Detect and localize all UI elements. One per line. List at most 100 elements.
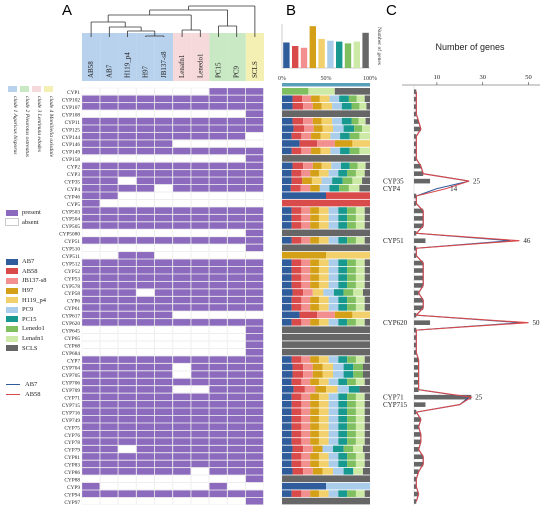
heatmap-cell	[209, 385, 228, 393]
heatmap-cell	[209, 415, 228, 423]
heatmap-cell	[172, 259, 191, 267]
heatmap-cell	[209, 363, 228, 371]
heatmap-cell	[245, 177, 264, 185]
stack-segment	[364, 400, 370, 408]
heatmap-cell	[227, 333, 246, 341]
heatmap-cell	[227, 311, 246, 319]
heatmap-cell	[191, 139, 209, 148]
heatmap-cell	[136, 169, 155, 177]
clade-legend: clade 1 Agaricus bisporus clade 2 Pleurot…	[8, 86, 54, 158]
heatmap-cell	[172, 452, 191, 461]
stack-segment	[310, 430, 319, 438]
heatmap-cell	[118, 236, 137, 244]
stack-segment	[362, 371, 370, 378]
heatmap-cell	[172, 348, 191, 356]
family-label: CYP81	[64, 455, 80, 461]
heatmap-cell	[100, 497, 118, 505]
heatmap-cell	[172, 303, 191, 312]
scls-count-bar	[414, 402, 426, 407]
total-genes-bar	[362, 32, 369, 68]
family-label: CYP2	[67, 165, 80, 171]
stack-segment	[328, 169, 339, 177]
heatmap-cell	[100, 221, 118, 230]
stack-segment	[364, 266, 370, 274]
heatmap-cell	[118, 207, 137, 215]
heatmap-cell	[154, 356, 173, 364]
heatmap-cell	[100, 356, 118, 364]
line-legend-item: AB7	[6, 380, 41, 390]
heatmap-cell	[172, 236, 191, 244]
stack-segment	[282, 259, 292, 266]
heatmap-cell	[100, 341, 118, 349]
stack-segment	[301, 274, 311, 281]
stack-segment	[291, 237, 302, 244]
stack-segment	[328, 393, 339, 401]
heatmap-cell	[209, 333, 228, 341]
heatmap-cell	[136, 311, 155, 319]
scls-count-bar	[414, 298, 424, 303]
heatmap-cell	[118, 318, 137, 326]
stack-segment	[301, 378, 311, 386]
stack-segment	[282, 475, 370, 483]
stack-segment	[312, 445, 323, 453]
heatmap-cell	[136, 356, 155, 364]
stack-segment	[322, 363, 334, 371]
heatmap-cell	[191, 460, 209, 468]
heatmap-cell	[154, 207, 173, 215]
stack-segment	[303, 102, 313, 110]
heatmap-cell	[245, 482, 264, 490]
heatmap-cell	[100, 87, 118, 95]
heatmap-cell	[100, 132, 118, 140]
heatmap-cell	[154, 393, 173, 401]
strain-header-label: PC9	[233, 65, 241, 78]
heatmap-cell	[191, 154, 209, 163]
stack-segment	[290, 184, 301, 192]
heatmap-cell	[172, 467, 191, 475]
heatmap-cell	[154, 482, 173, 490]
heatmap-cell	[136, 184, 155, 192]
family-label: CYP102	[62, 98, 81, 104]
heatmap-cell	[136, 445, 155, 453]
family-label: CYP645	[62, 328, 81, 334]
stack-segment	[355, 318, 365, 326]
stack-segment	[339, 184, 349, 192]
family-label: CYP75	[64, 425, 80, 431]
heatmap-cell	[172, 214, 191, 222]
scls-count-bar	[414, 253, 417, 258]
strain-header-box	[154, 33, 173, 81]
heatmap-cell	[100, 348, 118, 356]
stack-segment	[364, 296, 370, 304]
stack-segment	[282, 237, 292, 244]
heatmap-cell	[245, 326, 264, 334]
heatmap-cell	[100, 199, 118, 207]
heatmap-cell	[136, 274, 155, 282]
heatmap-cell	[245, 162, 264, 170]
family-label: CYP108	[62, 112, 81, 118]
scls-count-bar	[414, 208, 424, 214]
heatmap-cell	[227, 87, 246, 95]
strain-legend-item: AB7	[6, 257, 47, 267]
stack-segment	[301, 393, 311, 401]
stack-segment	[282, 184, 291, 192]
ab58-line	[415, 91, 529, 502]
heatmap-cell	[81, 370, 100, 379]
stack-segment	[301, 304, 311, 311]
stack-segment	[362, 289, 370, 296]
stack-segment	[310, 393, 319, 401]
heatmap-cell	[118, 110, 137, 118]
stack-segment	[355, 438, 365, 445]
stack-segment	[328, 378, 339, 386]
legend-swatch	[6, 287, 18, 294]
heatmap-cell	[154, 110, 173, 118]
gene-count-line-chart: Number of genes 10 30 50 CYP35 25 CYP4 14 CYP51 4…	[383, 42, 540, 506]
heatmap-cell	[209, 147, 228, 155]
family-label: CYP6	[67, 299, 80, 305]
heatmap-cell	[172, 162, 191, 170]
stack-segment	[291, 415, 302, 423]
heatmap-cell	[245, 251, 264, 259]
heatmap-cell	[209, 199, 228, 207]
stack-segment	[364, 438, 370, 445]
stack-segment	[364, 274, 370, 281]
heatmap-cell	[191, 192, 209, 200]
stack-segment	[328, 214, 339, 222]
